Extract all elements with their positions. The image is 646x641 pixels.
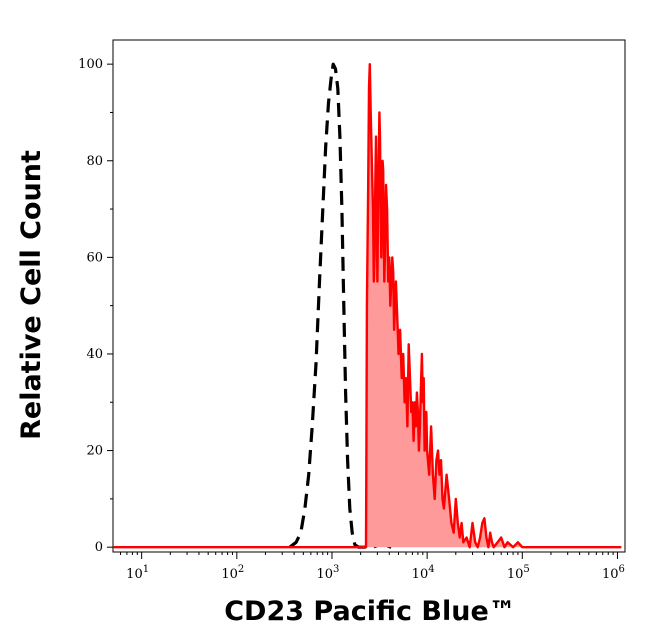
minor-ticks (110, 111, 614, 555)
y-tick-label: 40 (86, 347, 103, 362)
x-tick-label: 102 (221, 564, 244, 582)
y-tick-label: 80 (86, 154, 103, 169)
series-1-line (113, 63, 622, 549)
plot-frame (112, 39, 626, 553)
x-tick-label: 101 (126, 564, 149, 582)
y-tick-label: 0 (95, 540, 103, 555)
series-layer (113, 62, 622, 549)
y-tick-label: 60 (86, 250, 103, 265)
x-axis-title: CD23 Pacific Blue™ (224, 596, 516, 627)
x-tick-label: 106 (602, 564, 625, 582)
y-axis-ticks: 0 20 40 60 80 100 (78, 57, 113, 555)
y-axis-title: Relative Cell Count (16, 150, 47, 440)
x-axis-ticks: 101 102 103 104 105 106 (126, 552, 625, 582)
x-tick-label: 103 (317, 564, 340, 582)
y-tick-label: 100 (78, 57, 103, 72)
x-tick-label: 105 (507, 564, 530, 582)
x-tick-label: 104 (412, 564, 435, 582)
y-tick-label: 20 (86, 444, 103, 459)
